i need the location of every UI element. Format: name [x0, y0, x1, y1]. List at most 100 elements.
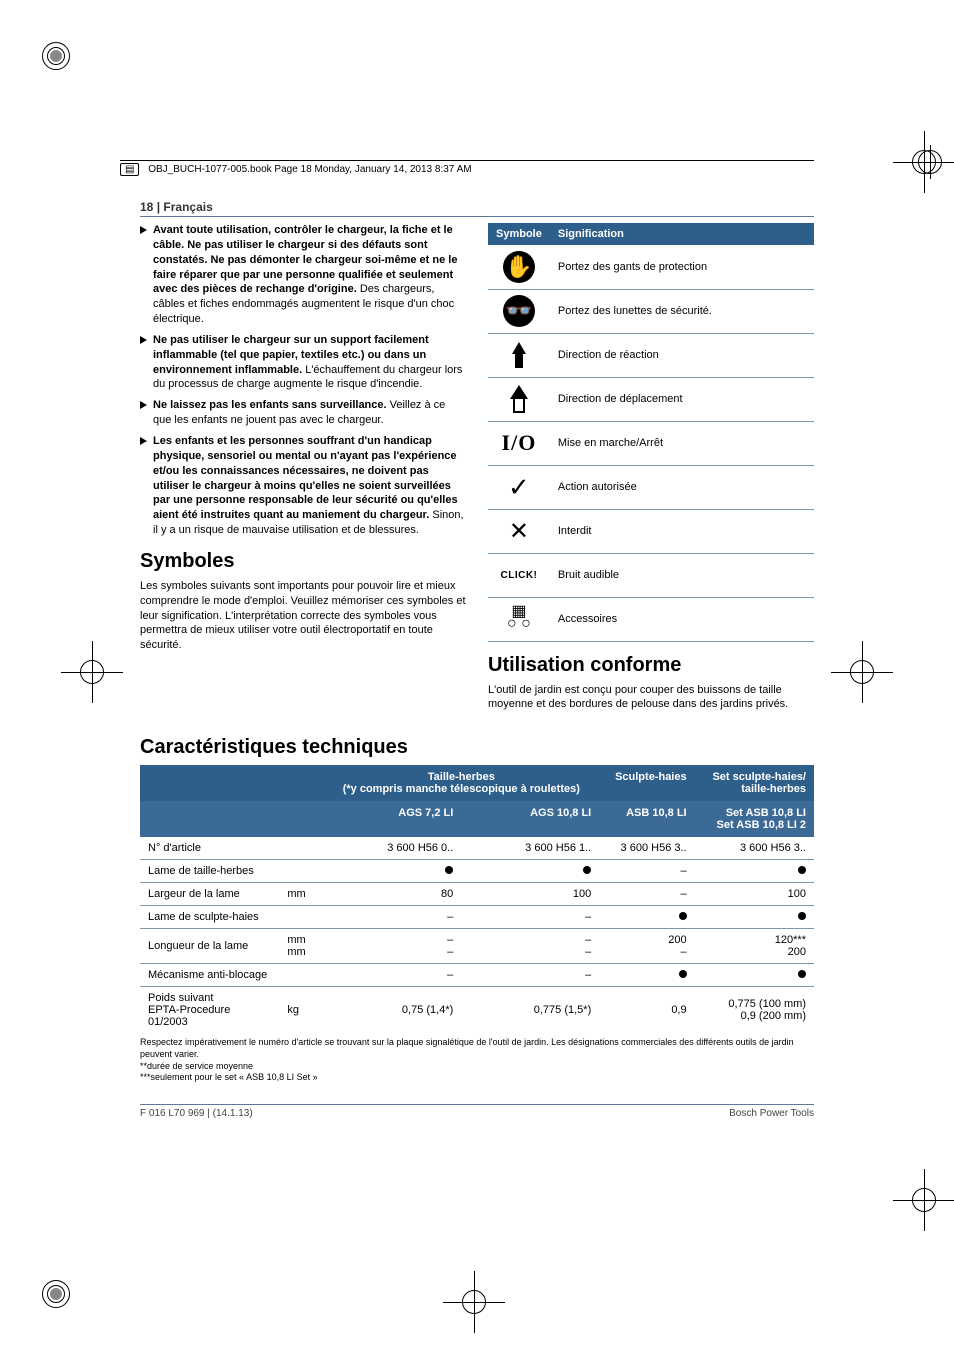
spec-h-sculpte: Sculpte-haies	[599, 765, 694, 801]
footnote-2: **durée de service moyenne	[140, 1061, 814, 1073]
right-column: Symbole Signification ✋Portez des gants …	[488, 223, 814, 718]
spec-cell: 0,775 (100 mm) 0,9 (200 mm)	[695, 987, 814, 1034]
reg-mark-ml	[80, 660, 104, 684]
conforme-title: Utilisation conforme	[488, 654, 814, 677]
symbol-table: Symbole Signification ✋Portez des gants …	[488, 223, 814, 642]
spec-h-setasb: Set ASB 10,8 LI Set ASB 10,8 LI 2	[695, 801, 814, 837]
spec-row: Lame de taille-herbes–	[140, 860, 814, 883]
reg-mark-mr	[850, 660, 874, 684]
spec-cell: –	[323, 964, 461, 987]
spec-cell: 3 600 H56 1..	[461, 837, 599, 860]
reg-mark-br	[912, 1188, 936, 1212]
spec-row-unit	[287, 906, 323, 929]
arrow-hollow-icon	[510, 385, 528, 413]
book-icon: ▤	[120, 163, 139, 176]
spec-cell	[695, 964, 814, 987]
spec-row: Mécanisme anti-blocage––	[140, 964, 814, 987]
spec-row-unit: mm	[287, 883, 323, 906]
spec-h-tailleherbes: Taille-herbes (*y compris manche télesco…	[323, 765, 599, 801]
spec-cell: –	[599, 860, 694, 883]
bullet-3: Ne laissez pas les enfants sans surveill…	[140, 398, 466, 428]
spec-cell: 0,75 (1,4*)	[323, 987, 461, 1034]
dot-icon	[798, 912, 806, 920]
page-header: 18 | Français	[140, 200, 814, 217]
spec-cell	[695, 860, 814, 883]
spec-h-ags72: AGS 7,2 LI	[323, 801, 461, 837]
spec-row: Longueur de la lamemm mm– –– –200 –120**…	[140, 929, 814, 964]
spec-cell: 200 –	[599, 929, 694, 964]
bullet-icon	[140, 226, 147, 234]
spec-row: Lame de sculpte-haies––	[140, 906, 814, 929]
crop-target-bl	[42, 1280, 70, 1308]
spec-cell	[323, 860, 461, 883]
sym-row-cross: ✕Interdit	[488, 509, 814, 553]
spec-h-set: Set sculpte-haies/ taille-herbes	[695, 765, 814, 801]
spec-row-label: Mécanisme anti-blocage	[140, 964, 287, 987]
check-icon: ✓	[508, 472, 530, 502]
symboles-intro: Les symboles suivants sont importants po…	[140, 579, 466, 653]
spec-cell: 3 600 H56 0..	[323, 837, 461, 860]
spec-h-ags108: AGS 10,8 LI	[461, 801, 599, 837]
page-num: 18	[140, 200, 153, 214]
spec-cell: 3 600 H56 3..	[695, 837, 814, 860]
spec-row-label: Longueur de la lame	[140, 929, 287, 964]
sym-row-check: ✓Action autorisée	[488, 465, 814, 509]
footnote-1: Respectez impérativement le numéro d'art…	[140, 1037, 814, 1060]
spec-section: Caractéristiques techniques Taille-herbe…	[140, 736, 814, 1084]
spec-cell	[599, 906, 694, 929]
spec-table: Taille-herbes (*y compris manche télesco…	[140, 765, 814, 1033]
symboles-title: Symboles	[140, 550, 466, 573]
spec-h2-empty	[140, 801, 323, 837]
bullet-icon	[140, 437, 147, 445]
reg-mark-bc	[462, 1290, 486, 1314]
dot-icon	[798, 970, 806, 978]
spec-cell: – –	[323, 929, 461, 964]
footnote-3: ***seulement pour le set « ASB 10,8 LI S…	[140, 1072, 814, 1084]
spec-row-label: N° d'article	[140, 837, 287, 860]
spec-cell: –	[599, 883, 694, 906]
spec-h-empty	[140, 765, 323, 801]
power-icon: I/O	[502, 430, 537, 455]
spec-cell: 3 600 H56 3..	[599, 837, 694, 860]
footer-right: Bosch Power Tools	[729, 1108, 814, 1119]
spec-row-label: Poids suivant EPTA-Procedure 01/2003	[140, 987, 287, 1034]
page-lang: Français	[163, 200, 212, 214]
arrow-solid-icon	[512, 342, 526, 368]
spec-cell: –	[461, 906, 599, 929]
file-header: ▤ OBJ_BUCH-1077-005.book Page 18 Monday,…	[120, 160, 814, 176]
crop-target-tl	[42, 42, 70, 70]
sym-head-signif: Signification	[550, 223, 814, 245]
dot-icon	[445, 866, 453, 874]
sym-row-movement: Direction de déplacement	[488, 377, 814, 421]
file-header-text: OBJ_BUCH-1077-005.book Page 18 Monday, J…	[148, 164, 471, 175]
dot-icon	[583, 866, 591, 874]
footer: F 016 L70 969 | (14.1.13) Bosch Power To…	[140, 1104, 814, 1119]
spec-row: Poids suivant EPTA-Procedure 01/2003kg0,…	[140, 987, 814, 1034]
spec-cell: 0,9	[599, 987, 694, 1034]
bullet-4: Les enfants et les personnes souffrant d…	[140, 434, 466, 538]
bullet-icon	[140, 401, 147, 409]
bullet-1: Avant toute utilisation, contrôler le ch…	[140, 223, 466, 327]
spec-cell: – –	[461, 929, 599, 964]
sym-row-accessory: ▦○ ○Accessoires	[488, 597, 814, 641]
spec-cell: –	[323, 906, 461, 929]
sym-row-reaction: Direction de réaction	[488, 333, 814, 377]
spec-cell: 0,775 (1,5*)	[461, 987, 599, 1034]
sym-row-gloves: ✋Portez des gants de protection	[488, 245, 814, 289]
dot-icon	[679, 970, 687, 978]
spec-row-unit	[287, 964, 323, 987]
left-column: Avant toute utilisation, contrôler le ch…	[140, 223, 466, 718]
spec-cell: 80	[323, 883, 461, 906]
spec-cell	[599, 964, 694, 987]
accessory-icon: ▦○ ○	[507, 603, 531, 632]
spec-row: Largeur de la lamemm80100–100	[140, 883, 814, 906]
sym-head-symbole: Symbole	[488, 223, 550, 245]
spec-row-unit: kg	[287, 987, 323, 1034]
content: 18 | Français Avant toute utilisation, c…	[0, 0, 954, 1239]
spec-row-unit	[287, 860, 323, 883]
spec-cell: 100	[461, 883, 599, 906]
spec-cell: 100	[695, 883, 814, 906]
page: ▤ OBJ_BUCH-1077-005.book Page 18 Monday,…	[0, 0, 954, 1239]
goggles-icon: 👓	[503, 295, 535, 327]
sym-row-io: I/OMise en marche/Arrêt	[488, 421, 814, 465]
